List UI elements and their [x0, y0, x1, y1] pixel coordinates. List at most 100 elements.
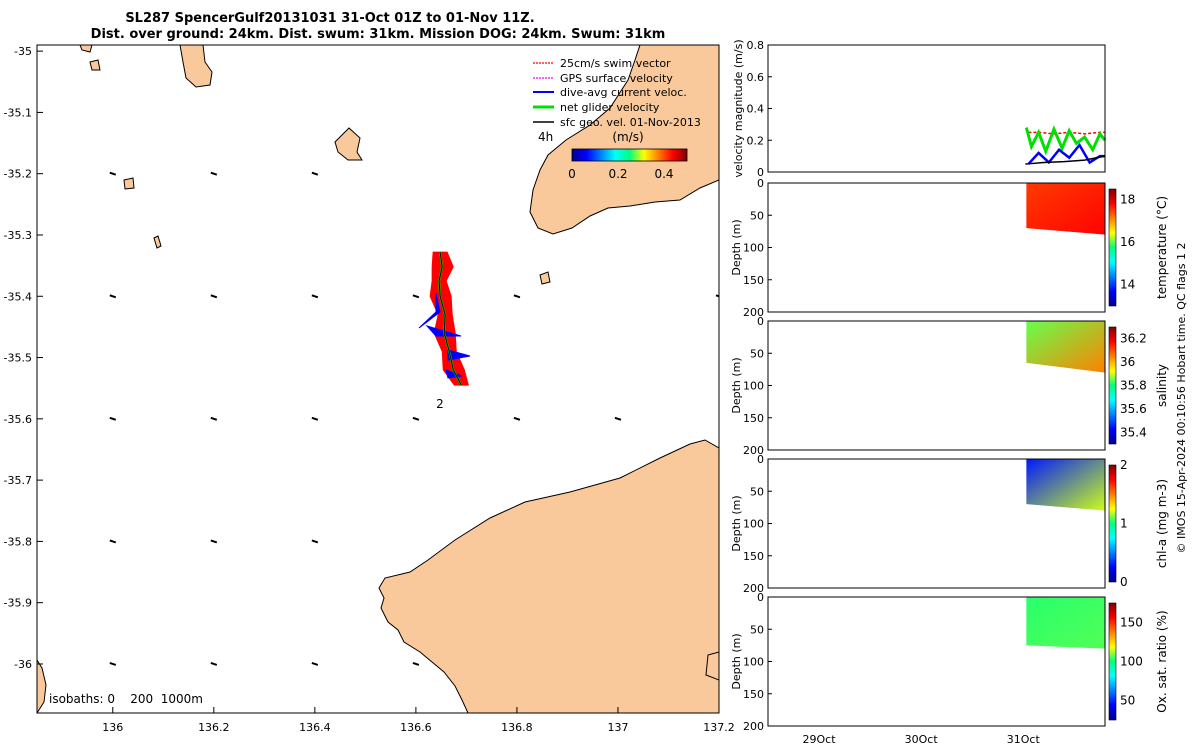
map-y-tick-label: -35.3	[4, 229, 32, 242]
heatmap-y-tick-label: 200	[743, 582, 764, 595]
time-axis-ticks: 29Oct 30Oct 31Oct	[803, 733, 1041, 746]
colorbar-unit-label: (m/s)	[612, 130, 643, 144]
velocity-series-net	[1024, 125, 1107, 156]
heatmap-colorbar	[1108, 326, 1117, 445]
geo-vector	[109, 539, 117, 544]
map-y-tick-label: -35.8	[4, 535, 32, 548]
geo-vector	[210, 294, 218, 299]
legend-current: dive-avg current veloc.	[533, 86, 687, 99]
heatmap-colorbar-tick-label: 35.6	[1120, 402, 1147, 416]
map-x-ticks: 136 136.2 136.4 136.6 136.8 137 137.2	[102, 707, 735, 734]
land-eyre-peninsula	[529, 45, 719, 235]
map-y-tick-label: -35.7	[4, 474, 32, 487]
land-island-e	[123, 177, 135, 190]
geo-vector	[210, 171, 218, 176]
geo-vector	[109, 662, 117, 666]
legend-swim-label: 25cm/s swim vector	[560, 57, 671, 70]
geo-vector	[412, 662, 420, 666]
legend-gps-velocity: GPS surface velocity	[533, 72, 673, 85]
heatmap-colorbar-label: chl-a (mg m-3)	[1155, 479, 1169, 568]
map-y-tick-label: -35.1	[4, 106, 32, 119]
legend-geo-label: sfc geo. vel. 01-Nov-2013	[560, 116, 701, 129]
map-x-tick-label: 136.2	[198, 721, 230, 734]
velocity-y-tick-label: 0.6	[747, 71, 765, 84]
map-y-tick-label: -35.4	[4, 290, 32, 303]
geo-vector	[513, 416, 521, 421]
heatmap-panel-3: 0 50 100 150 200 Depth (m) 35.4 35.6 35.8 36 36.2 s…	[730, 315, 1169, 457]
velocity-series-geo	[1025, 155, 1106, 165]
heatmap-colorbar-tick-label: 14	[1120, 278, 1135, 292]
land-island-i	[37, 659, 47, 713]
velocity-y-tick-label: 0.8	[747, 39, 765, 52]
velocity-y-tick-label: 0.2	[747, 134, 765, 147]
heatmap-colorbar-label: Ox. sat. ratio (%)	[1155, 610, 1169, 712]
heatmap-y-tick-label: 150	[743, 412, 764, 425]
heatmap-y-label: Depth (m)	[730, 219, 743, 275]
legend-net-label: net glider velocity	[560, 101, 660, 114]
heatmap-colorbar-tick-label: 16	[1120, 235, 1135, 249]
heatmap-y-tick-label: 150	[743, 550, 764, 563]
geo-vector	[109, 171, 117, 176]
land-island-a	[179, 45, 213, 88]
map-y-ticks: -35 -35.1 -35.2 -35.3 -35.4 -35.5 -35.6 -35.7 -3…	[4, 45, 43, 671]
map-y-tick-label: -35.2	[4, 168, 32, 181]
time-axis-tick-label: 29Oct	[803, 733, 837, 746]
heatmap-panel-5: 0 50 100 150 200 Depth (m) 50 100 150 Ox. sat. ra…	[730, 591, 1169, 733]
legend-swim-vector: 25cm/s swim vector	[533, 57, 671, 70]
heatmap-colorbar-tick-label: 36.2	[1120, 332, 1147, 346]
geo-velocity-vectors	[109, 171, 719, 666]
heatmap-y-tick-label: 0	[757, 591, 764, 604]
legend-net-velocity: net glider velocity	[533, 101, 660, 114]
geo-vector	[715, 294, 719, 298]
track-label: 2	[436, 397, 444, 411]
map-x-tick-label: 136.4	[299, 721, 331, 734]
land-island-c	[79, 45, 93, 53]
geo-vector	[210, 662, 218, 666]
heatmap-panel-2: 0 50 100 150 200 Depth (m) 14 16 18 temperature (…	[730, 177, 1169, 319]
heatmap-y-tick-label: 100	[743, 380, 764, 393]
heatmap-field	[1026, 183, 1105, 235]
heatmap-y-tick-label: 50	[750, 347, 764, 360]
geo-vector	[614, 416, 622, 421]
heatmap-colorbar	[1108, 188, 1117, 307]
heatmap-colorbar-tick-label: 2	[1120, 458, 1128, 472]
velocity-y-tick-label: 0	[757, 166, 764, 179]
heatmap-colorbar-tick-label: 18	[1120, 193, 1135, 207]
geo-vector	[513, 294, 521, 299]
time-axis-tick-label: 31Oct	[1007, 733, 1041, 746]
heatmap-y-tick-label: 200	[743, 444, 764, 457]
map-x-tick-label: 136.8	[501, 721, 533, 734]
heatmap-colorbar-tick-label: 0	[1120, 575, 1128, 589]
heatmap-panel-4: 0 50 100 150 200 Depth (m) 0 1 2 chl-a (mg m-3)	[730, 453, 1169, 595]
land-island-g	[539, 271, 551, 285]
glider-track	[418, 251, 471, 386]
heatmap-colorbar	[1108, 602, 1117, 721]
speed-colorbar-tick-label: 0.4	[654, 167, 673, 181]
geo-vector	[109, 416, 117, 421]
map-legend: 25cm/s swim vector GPS surface velocity …	[533, 57, 701, 181]
current-vector	[447, 349, 471, 361]
heatmap-y-tick-label: 0	[757, 453, 764, 466]
map-frame	[36, 44, 720, 714]
heatmap-y-tick-label: 150	[743, 274, 764, 287]
geo-vector	[210, 539, 218, 544]
heatmap-colorbar-tick-label: 1	[1120, 517, 1128, 531]
credit-text: © IMOS 15-Apr-2024 00:10:56 Hobart time.…	[1175, 243, 1188, 554]
legend-time-step: 4h	[538, 130, 553, 144]
geo-vector	[109, 294, 117, 299]
heatmap-field	[1026, 459, 1105, 511]
heatmap-y-tick-label: 200	[743, 720, 764, 733]
geo-vector	[311, 294, 319, 299]
map-x-tick-label: 137.2	[703, 721, 735, 734]
land-areas	[37, 45, 719, 713]
velocity-y-label: velocity magnitude (m/s)	[732, 39, 745, 177]
map-y-tick-label: -35.5	[4, 352, 32, 365]
geo-vector	[311, 539, 319, 544]
land-island-d	[89, 59, 101, 71]
heatmap-colorbar-label: salinity	[1155, 364, 1169, 407]
land-kangaroo-island	[378, 439, 719, 713]
map-panel: 136 136.2 136.4 136.6 136.8 137 137.2 -35 -35.1…	[4, 44, 735, 734]
legend-gps-label: GPS surface velocity	[560, 72, 673, 85]
